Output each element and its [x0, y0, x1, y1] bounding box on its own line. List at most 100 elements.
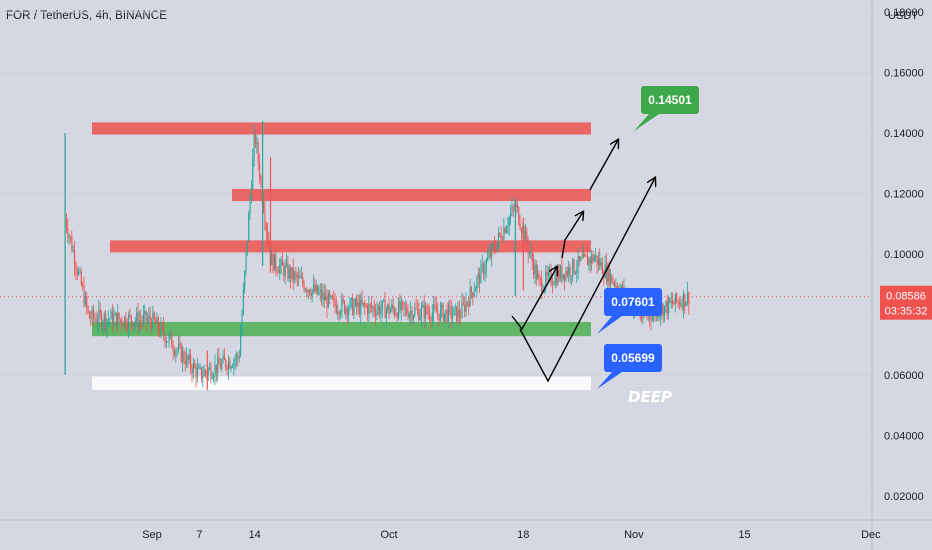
candle-body: [283, 265, 285, 277]
candle-body: [342, 298, 344, 302]
candle-body: [86, 295, 88, 307]
callout-text: 0.14501: [648, 93, 692, 107]
x-tick-label: 18: [517, 529, 529, 541]
candle-body: [229, 360, 231, 369]
candle-body: [674, 293, 676, 304]
candle-body: [68, 236, 70, 238]
candle-body: [317, 285, 319, 295]
candle-body: [330, 295, 332, 298]
candle-body: [496, 241, 498, 251]
candle-body: [680, 303, 682, 305]
candle-body: [593, 257, 595, 262]
candle-body: [334, 299, 336, 306]
candle-body: [156, 317, 158, 325]
candle-body: [414, 308, 416, 316]
candle-body: [200, 367, 203, 379]
candle-body: [74, 250, 76, 266]
candle-body: [259, 162, 261, 178]
candle-body: [209, 367, 211, 370]
candle-body: [163, 326, 165, 336]
candle-body: [547, 271, 549, 276]
candle-body: [492, 244, 494, 246]
candle-body: [578, 256, 581, 261]
price-unit: USDT: [888, 10, 918, 22]
candle-body: [149, 315, 151, 322]
candle-body: [502, 239, 504, 241]
candle-body: [362, 302, 365, 305]
candle-body: [242, 289, 244, 314]
y-axis[interactable]: 0.020000.040000.060000.080000.100000.120…: [871, 0, 932, 550]
candle-body: [605, 264, 608, 282]
deep-support-price-label[interactable]: 0.05699: [597, 344, 662, 389]
candle-body: [250, 188, 252, 199]
candle-body: [479, 273, 481, 284]
candle-body: [341, 298, 343, 313]
candle-body: [179, 343, 181, 345]
candle-body: [102, 323, 104, 327]
candle-body: [686, 292, 689, 303]
candle-body: [681, 303, 683, 309]
candle-body: [188, 354, 190, 361]
candle-body: [172, 348, 174, 352]
candle-body: [354, 299, 356, 306]
y-tick-label: 0.16000: [884, 68, 924, 80]
candle-body: [677, 301, 679, 303]
candle-body: [457, 309, 459, 322]
candle-body: [599, 258, 601, 267]
candle-body: [361, 299, 363, 305]
candle-body: [234, 359, 236, 361]
callout-box: [604, 344, 662, 372]
x-tick-label: Dec: [861, 529, 881, 541]
candle-body: [651, 313, 653, 321]
candle-body: [597, 258, 599, 265]
candle-body: [381, 301, 383, 310]
candle-body: [145, 311, 147, 322]
candle-body: [678, 301, 680, 305]
candle-body: [134, 320, 136, 324]
target-price-label[interactable]: 0.14501: [634, 86, 699, 131]
candle-body: [404, 307, 406, 309]
candle-body: [230, 366, 232, 369]
candle-body: [407, 313, 409, 318]
callout-box: [641, 86, 699, 114]
candle-body: [192, 363, 194, 374]
candle-body: [372, 306, 374, 308]
candle-body: [398, 301, 400, 319]
candle-body: [419, 315, 421, 321]
candle-body: [337, 312, 339, 314]
candle-body: [530, 251, 532, 253]
x-axis[interactable]: Sep714Oct18Nov15Dec14202217: [0, 519, 932, 541]
candle-body: [533, 261, 535, 275]
candle-body: [132, 322, 134, 328]
candle-body: [441, 304, 443, 309]
candle-body: [449, 304, 451, 307]
candle-body: [537, 274, 539, 280]
candle-body: [566, 270, 568, 275]
candle-body: [217, 357, 219, 374]
candle-body: [275, 253, 277, 269]
candle-body: [553, 284, 555, 285]
candle-body: [504, 227, 506, 233]
candle-body: [356, 299, 358, 307]
candle-body: [518, 207, 520, 225]
callout-text: 0.05699: [611, 351, 655, 365]
candle-body: [588, 258, 590, 266]
support-price-label[interactable]: 0.07601: [597, 288, 662, 334]
candle-body: [256, 142, 258, 144]
candle-body: [472, 292, 474, 297]
candle-body: [103, 313, 105, 324]
candle-body: [592, 254, 594, 262]
candle-body: [379, 306, 381, 315]
candle-body: [385, 309, 387, 318]
candle-body: [148, 315, 150, 320]
candle-body: [236, 354, 238, 360]
candle-body: [515, 203, 517, 208]
candle-body: [140, 319, 142, 321]
candle-body: [549, 271, 551, 272]
projection-arrow: [561, 212, 583, 259]
candle-body: [133, 323, 135, 328]
candle-body: [257, 142, 259, 163]
candle-body: [564, 274, 566, 281]
candle-body: [141, 320, 143, 322]
